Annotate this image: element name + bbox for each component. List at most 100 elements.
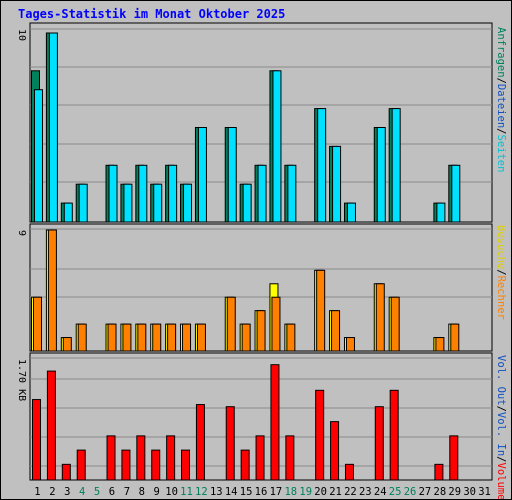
bar-volumen [285, 435, 295, 481]
legend-entry: Vol. In [495, 412, 507, 456]
x-day-label: 21 [329, 486, 342, 498]
bar-volumen [330, 421, 340, 481]
bar-rechner [450, 323, 460, 352]
bar-rechner [182, 323, 192, 352]
page-title: Tages-Statistik im Monat Oktober 2025 [18, 7, 286, 21]
legend: Vol. Out/Vol. In/Volumen [495, 355, 507, 499]
x-day-label: 18 [284, 486, 297, 498]
x-day-label: 13 [210, 486, 223, 498]
bar-rechner [271, 296, 281, 352]
x-day-label: 17 [270, 486, 283, 498]
bar-rechner [77, 323, 87, 352]
bar-dateien [78, 183, 88, 223]
bar-rechner [345, 337, 355, 352]
bar-dateien [391, 108, 401, 223]
x-day-label: 11 [180, 486, 193, 498]
x-day-label: 30 [463, 486, 476, 498]
x-day-label: 20 [314, 486, 327, 498]
bar-rechner [196, 323, 206, 352]
legend-entry: Dateien [495, 84, 507, 128]
x-day-label: 27 [419, 486, 432, 498]
x-day-label: 9 [154, 486, 160, 498]
y-max-label: 9 [16, 230, 27, 236]
legend: Anfragen/Dateien/Seiten [495, 27, 507, 172]
x-day-label: 14 [225, 486, 238, 498]
x-day-label: 3 [64, 486, 70, 498]
bar-dateien [48, 32, 58, 223]
x-day-label: 23 [359, 486, 372, 498]
legend-entry: Besuche [495, 225, 507, 269]
bar-rechner [152, 323, 162, 352]
x-day-label: 10 [165, 486, 178, 498]
bar-volumen [136, 435, 146, 481]
x-day-label: 4 [79, 486, 85, 498]
legend-entry: Vol. Out [495, 355, 507, 406]
bar-dateien [436, 202, 446, 223]
bar-volumen [449, 435, 459, 481]
x-day-label: 25 [389, 486, 402, 498]
x-day-label: 26 [404, 486, 417, 498]
legend-entry: Rechner [495, 276, 507, 320]
legend-entry: / [495, 406, 507, 412]
bar-volumen [166, 435, 176, 481]
bar-rechner [316, 269, 326, 352]
bar-dateien [197, 127, 207, 223]
bar-dateien [332, 145, 342, 223]
x-day-label: 29 [448, 486, 461, 498]
bar-volumen [32, 399, 41, 481]
y-max-label: 10 [16, 29, 27, 41]
bar-volumen [61, 463, 71, 481]
bar-volumen [344, 463, 354, 481]
legend-entry: Seiten [495, 135, 507, 173]
bar-rechner [435, 337, 445, 352]
x-day-label: 6 [109, 486, 115, 498]
bar-dateien [287, 164, 297, 223]
x-day-label: 1 [34, 486, 40, 498]
bar-dateien [153, 183, 163, 223]
legend-entry: / [495, 456, 507, 462]
y-max-label: 1.70 KB [16, 359, 27, 401]
legend-entry: / [495, 78, 507, 84]
bar-volumen [181, 449, 191, 481]
bar-volumen [240, 449, 250, 481]
bar-dateien [242, 183, 252, 223]
bar-volumen [225, 406, 235, 481]
x-day-label: 7 [124, 486, 130, 498]
legend-entry: Volumen [495, 463, 507, 500]
bar-rechner [241, 323, 251, 352]
bar-rechner [331, 310, 341, 352]
bar-rechner [375, 283, 385, 352]
bar-dateien [123, 183, 133, 223]
bar-rechner [286, 323, 296, 352]
bar-volumen [389, 389, 399, 481]
bar-volumen [106, 435, 116, 481]
x-day-label: 16 [255, 486, 268, 498]
x-day-label: 5 [94, 486, 100, 498]
bar-volumen [195, 404, 205, 481]
bar-dateien [451, 164, 461, 223]
bar-dateien [108, 164, 118, 223]
legend-entry: / [495, 269, 507, 275]
bar-dateien [183, 183, 193, 223]
legend: Besuche/Rechner [495, 225, 507, 320]
bar-volumen [121, 449, 131, 481]
bar-dateien [257, 164, 267, 223]
bar-dateien [272, 70, 282, 223]
bar-dateien [63, 202, 73, 223]
bar-rechner [390, 296, 400, 352]
bar-rechner [167, 323, 177, 352]
bar-volumen [255, 435, 265, 481]
bar-volumen [270, 364, 280, 481]
bar-volumen [315, 389, 325, 481]
x-day-label: 28 [434, 486, 447, 498]
x-day-label: 24 [374, 486, 387, 498]
bar-rechner [47, 229, 57, 352]
bar-volumen [434, 463, 444, 481]
bar-dateien [138, 164, 148, 223]
bar-rechner [107, 323, 117, 352]
bar-volumen [151, 449, 161, 481]
bar-volumen [76, 449, 86, 481]
x-day-label: 22 [344, 486, 357, 498]
x-day-label: 19 [299, 486, 312, 498]
